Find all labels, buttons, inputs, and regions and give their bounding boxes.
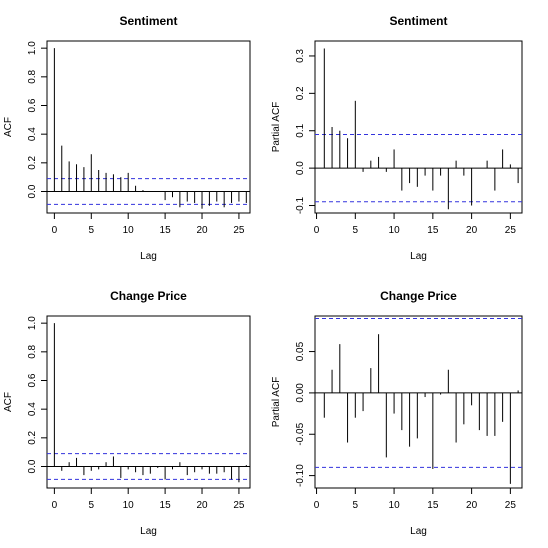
y-tick-label: 0.8 [27, 69, 38, 83]
y-tick-label: -0.1 [295, 196, 306, 214]
x-axis-label: Lag [410, 251, 427, 262]
x-tick-label: 15 [427, 500, 439, 511]
y-tick-label: 0.0 [27, 459, 38, 473]
x-axis-label: Lag [140, 251, 157, 262]
x-axis-label: Lag [140, 526, 157, 537]
y-tick-label: 0.8 [27, 344, 38, 358]
x-tick-label: 25 [233, 225, 245, 236]
y-tick-label: 1.0 [27, 316, 38, 330]
x-tick-label: 15 [160, 500, 172, 511]
y-tick-label: 0.3 [295, 49, 306, 63]
x-tick-label: 0 [314, 500, 320, 511]
x-tick-label: 0 [52, 225, 58, 236]
y-tick-label: -0.05 [295, 422, 306, 445]
chart-title: Change Price [380, 289, 457, 303]
plot-frame [46, 40, 251, 214]
plot-frame [46, 315, 251, 489]
y-axis-label: Partial ACF [271, 102, 282, 153]
x-tick-label: 25 [505, 500, 517, 511]
y-axis-label: Partial ACF [271, 377, 282, 428]
x-tick-label: 10 [389, 225, 401, 236]
x-tick-label: 25 [233, 500, 245, 511]
y-tick-label: 0.6 [27, 98, 38, 112]
x-tick-label: 15 [427, 225, 439, 236]
plot-frame [314, 315, 523, 489]
y-tick-label: 0.1 [295, 123, 306, 137]
x-tick-label: 5 [353, 500, 359, 511]
x-tick-label: 10 [123, 225, 135, 236]
chart-title: Change Price [110, 289, 187, 303]
y-axis-label: ACF [3, 392, 14, 412]
y-tick-label: 0.2 [27, 430, 38, 444]
y-tick-label: 1.0 [27, 41, 38, 55]
panel-1: Sentiment Lag ACF 0 5 10 15 20 25 0.0 0.2 0.4 0.6 0.8… [3, 14, 251, 262]
x-tick-label: 5 [89, 225, 95, 236]
x-tick-label: 0 [314, 225, 320, 236]
x-tick-label: 20 [196, 500, 208, 511]
x-tick-label: 0 [52, 500, 58, 511]
y-tick-label: 0.2 [27, 155, 38, 169]
y-tick-label: 0.05 [295, 341, 306, 361]
x-tick-label: 5 [89, 500, 95, 511]
y-tick-label: 0.2 [295, 86, 306, 100]
y-tick-label: 0.4 [27, 402, 38, 416]
chart-title: Sentiment [389, 14, 447, 28]
x-tick-label: 20 [466, 500, 478, 511]
panel-3: Change Price Lag ACF 0 5 10 15 20 25 0.0 0.2 0.4 0.6… [3, 289, 251, 537]
x-tick-label: 10 [389, 500, 401, 511]
panel-2: Sentiment Lag Partial ACF 0 5 10 15 20 25 -0.1 0.0… [271, 14, 523, 262]
y-tick-label: 0.4 [27, 127, 38, 141]
y-axis-label: ACF [3, 117, 14, 137]
y-tick-label: 0.6 [27, 373, 38, 387]
y-tick-label: -0.10 [295, 464, 306, 487]
y-tick-label: 0.00 [295, 383, 306, 403]
plot-frame [314, 40, 523, 214]
y-tick-label: 0.0 [27, 184, 38, 198]
x-tick-label: 25 [505, 225, 517, 236]
x-tick-label: 15 [160, 225, 172, 236]
chart-title: Sentiment [119, 14, 177, 28]
y-tick-label: 0.0 [295, 161, 306, 175]
x-tick-label: 5 [353, 225, 359, 236]
x-tick-label: 10 [123, 500, 135, 511]
panel-4: Change Price Lag Partial ACF 0 5 10 15 20 25 -0.1… [271, 289, 523, 537]
x-tick-label: 20 [466, 225, 478, 236]
x-tick-label: 20 [196, 225, 208, 236]
x-axis-label: Lag [410, 526, 427, 537]
